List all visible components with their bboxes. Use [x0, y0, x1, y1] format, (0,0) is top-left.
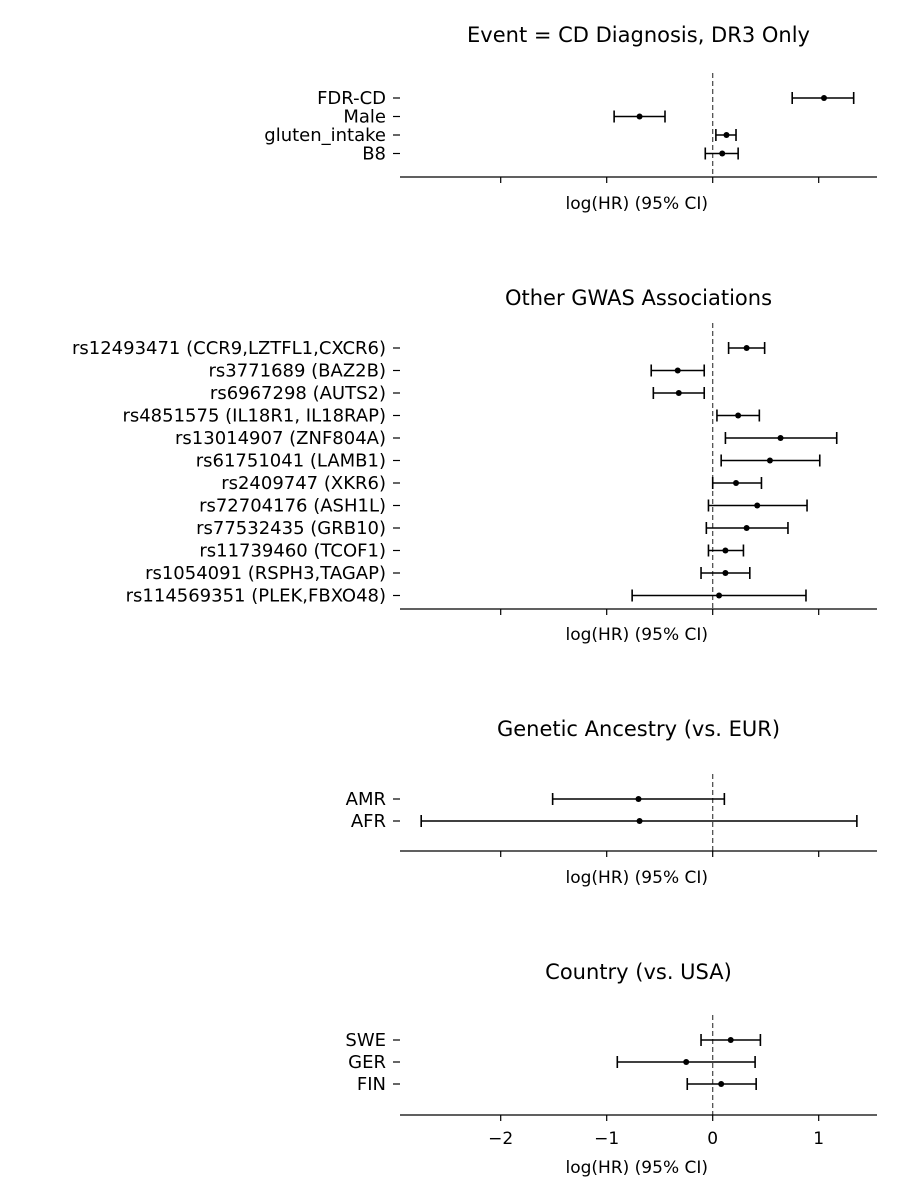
row-label: rs3771689 (BAZ2B) — [208, 361, 386, 382]
forest-row: rs11739460 (TCOF1) — [199, 541, 745, 562]
row-label: rs6967298 (AUTS2) — [210, 383, 386, 404]
point-estimate — [733, 480, 740, 486]
forest-row: B8 — [362, 144, 739, 165]
row-label: rs77532435 (GRB10) — [196, 518, 386, 539]
forest-panel-1: Event = CD Diagnosis, DR3 Only log(HR) (9… — [264, 23, 877, 214]
x-tick-label: −1 — [594, 1129, 619, 1149]
forest-row: rs61751041 (LAMB1) — [196, 451, 821, 472]
point-estimate — [722, 570, 729, 576]
x-tick-label: −2 — [488, 1129, 513, 1149]
x-axis-label: log(HR) (95% CI) — [566, 625, 709, 645]
panel-title: Other GWAS Associations — [505, 286, 772, 310]
row-label: B8 — [362, 144, 386, 165]
point-estimate — [636, 818, 643, 824]
x-tick-label: 1 — [813, 1129, 824, 1149]
row-label: gluten_intake — [264, 125, 386, 146]
row-label: rs2409747 (XKR6) — [221, 473, 386, 494]
row-label: rs114569351 (PLEK,FBXO48) — [126, 586, 386, 607]
row-label: FDR-CD — [317, 88, 386, 109]
row-label: Male — [343, 107, 386, 128]
forest-row: SWE — [345, 1030, 762, 1051]
point-estimate — [743, 345, 750, 351]
row-label: SWE — [345, 1030, 386, 1051]
forest-panel-3: Genetic Ancestry (vs. EUR) log(HR) (95% C… — [346, 717, 877, 888]
forest-row: rs3771689 (BAZ2B) — [208, 361, 706, 382]
forest-row: Male — [343, 107, 666, 128]
point-estimate — [675, 390, 682, 396]
forest-row: rs2409747 (XKR6) — [221, 473, 763, 494]
forest-row: rs13014907 (ZNF804A) — [175, 428, 838, 449]
forest-row: rs72704176 (ASH1L) — [199, 496, 808, 517]
point-estimate — [636, 113, 643, 120]
forest-row: rs77532435 (GRB10) — [196, 518, 789, 539]
forest-row: FIN — [357, 1074, 757, 1095]
point-estimate — [727, 1037, 734, 1043]
point-estimate — [722, 547, 729, 554]
row-label: rs13014907 (ZNF804A) — [175, 428, 386, 449]
forest-panel-4: Country (vs. USA) −2 −1 0 1 log(HR) (95% CI) S… — [345, 960, 877, 1178]
point-estimate — [635, 796, 642, 802]
point-estimate — [683, 1059, 690, 1065]
point-estimate — [719, 150, 726, 157]
x-axis-label: log(HR) (95% CI) — [566, 194, 709, 214]
row-label: rs72704176 (ASH1L) — [199, 496, 386, 517]
row-label: GER — [348, 1052, 386, 1073]
forest-row: AMR — [346, 789, 726, 810]
forest-row: AFR — [351, 811, 858, 832]
forest-row: GER — [348, 1052, 756, 1073]
row-label: rs1054091 (RSPH3,TAGAP) — [145, 563, 386, 584]
point-estimate — [716, 592, 723, 599]
panel-title: Genetic Ancestry (vs. EUR) — [497, 717, 780, 741]
x-tick-label: 0 — [707, 1129, 718, 1149]
panel-title: Event = CD Diagnosis, DR3 Only — [467, 23, 810, 47]
row-label: rs11739460 (TCOF1) — [199, 541, 386, 562]
point-estimate — [821, 95, 827, 101]
x-axis-label: log(HR) (95% CI) — [566, 1158, 709, 1178]
forest-row: rs1054091 (RSPH3,TAGAP) — [145, 563, 751, 584]
point-estimate — [766, 457, 773, 464]
forest-panel-2: Other GWAS Associations log(HR) (95% CI) r… — [72, 286, 877, 645]
row-label: rs61751041 (LAMB1) — [196, 451, 386, 472]
row-label: AMR — [346, 789, 386, 810]
point-estimate — [743, 525, 750, 531]
point-estimate — [777, 435, 784, 441]
forest-row: FDR-CD — [317, 88, 855, 109]
forest-row: rs4851575 (IL18R1, IL18RAP) — [122, 406, 761, 427]
forest-row: rs6967298 (AUTS2) — [210, 383, 706, 404]
row-label: FIN — [357, 1074, 386, 1095]
x-axis-label: log(HR) (95% CI) — [566, 868, 709, 888]
point-estimate — [735, 412, 742, 419]
row-label: rs12493471 (CCR9,LZTFL1,CXCR6) — [72, 338, 386, 359]
point-estimate — [718, 1081, 725, 1087]
forest-row: rs12493471 (CCR9,LZTFL1,CXCR6) — [72, 338, 766, 359]
forest-row: rs114569351 (PLEK,FBXO48) — [126, 586, 807, 607]
point-estimate — [754, 502, 761, 509]
point-estimate — [723, 132, 730, 138]
forest-row: gluten_intake — [264, 125, 737, 146]
point-estimate — [674, 367, 681, 374]
row-label: AFR — [351, 811, 386, 832]
row-label: rs4851575 (IL18R1, IL18RAP) — [122, 406, 386, 427]
panel-title: Country (vs. USA) — [545, 960, 732, 984]
